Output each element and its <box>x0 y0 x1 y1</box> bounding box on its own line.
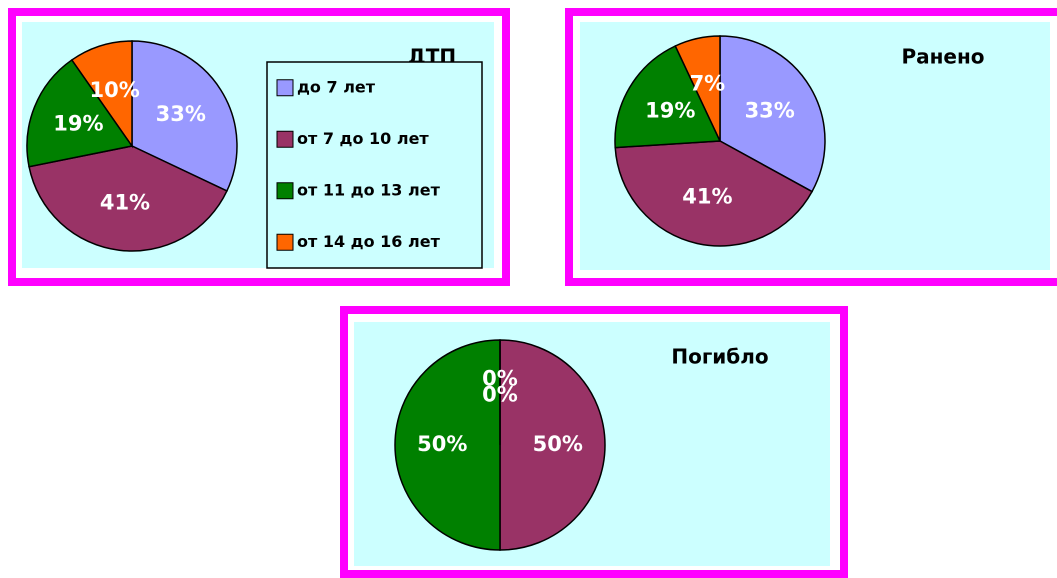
chart-title: Погибло <box>671 345 768 369</box>
legend-label: от 7 до 10 лет <box>297 129 429 148</box>
data-label: 10% <box>90 78 140 102</box>
data-label: 19% <box>645 99 695 123</box>
pie-slice <box>614 44 722 149</box>
pie-slice <box>394 339 501 551</box>
legend-label: от 11 до 13 лет <box>297 180 441 199</box>
legend-swatch <box>276 79 294 97</box>
data-label: 7% <box>690 72 726 96</box>
pie-slice <box>26 58 134 168</box>
data-label: 33% <box>745 99 795 123</box>
data-label: 33% <box>156 102 206 126</box>
pie-slice <box>131 40 238 192</box>
chart-title: Ранено <box>901 45 984 69</box>
data-label: 50% <box>533 432 583 456</box>
legend-swatch <box>276 182 294 200</box>
pie-slice <box>70 40 133 149</box>
pie-slice <box>674 35 721 142</box>
legend-swatch <box>276 130 294 148</box>
pie-slice <box>499 339 606 551</box>
pie-slice <box>28 145 228 252</box>
data-label: 0% <box>482 366 518 390</box>
legend-label: от 14 до 16 лет <box>297 232 441 251</box>
data-label: 41% <box>682 184 732 208</box>
legend-box <box>266 61 483 269</box>
legend-swatch <box>276 233 294 251</box>
pie-slice <box>614 140 814 247</box>
data-label: 41% <box>100 190 150 214</box>
pie-slice <box>719 35 826 193</box>
legend-label: до 7 лет <box>297 77 376 96</box>
data-label: 19% <box>53 112 103 136</box>
data-label: 0% <box>482 382 518 406</box>
data-label: 50% <box>417 432 467 456</box>
